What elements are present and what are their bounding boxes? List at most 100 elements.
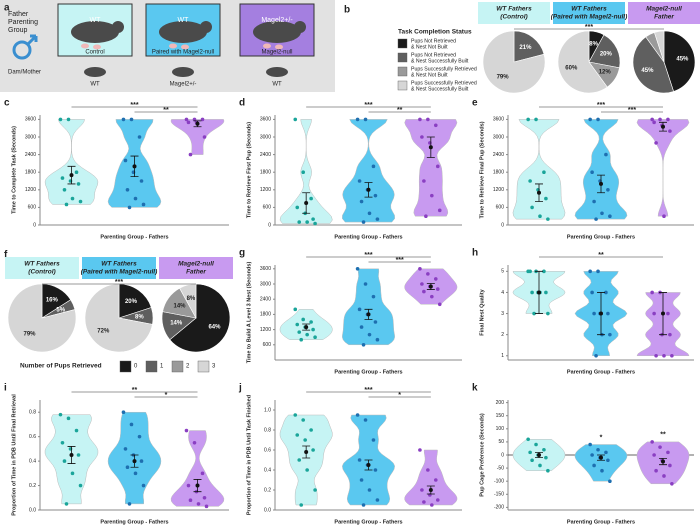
y-axis-label: Pup Cage Preference (Seconds) <box>479 413 485 497</box>
data-point <box>357 179 362 183</box>
y-tick-label: 0.6 <box>29 434 36 440</box>
slice-label: 45% <box>676 57 689 63</box>
x-axis-label: Parenting Group - Fathers <box>567 234 635 240</box>
significance: * <box>165 392 168 399</box>
data-point <box>658 117 662 122</box>
panel-letter: i <box>4 383 7 394</box>
data-point <box>78 199 83 204</box>
data-point <box>66 117 71 122</box>
y-tick-label: 0.8 <box>264 427 271 433</box>
violin <box>279 414 333 506</box>
data-point <box>594 353 598 358</box>
data-point <box>62 459 67 463</box>
data-point <box>426 468 430 472</box>
pie-slice <box>169 283 231 353</box>
data-point <box>200 471 205 476</box>
caption: Control <box>85 50 104 56</box>
data-point <box>544 196 548 201</box>
x-axis-label: Parenting Group - Fathers <box>100 519 168 525</box>
slice-label: 5% <box>56 307 65 313</box>
data-point <box>137 434 142 439</box>
slice-label: 14% <box>170 321 183 327</box>
data-point <box>430 503 434 507</box>
data-point <box>604 290 608 295</box>
data-point <box>200 117 205 122</box>
y-tick-label: 0 <box>501 452 504 458</box>
data-point <box>590 290 594 295</box>
data-point <box>363 117 368 122</box>
legend-label: & Nest Not Built <box>411 44 448 50</box>
data-point <box>357 307 362 312</box>
significance: *** <box>130 102 138 109</box>
panel-letter: j <box>238 383 242 394</box>
data-point <box>371 294 376 299</box>
y-tick-label: 0 <box>268 222 271 228</box>
mean-point <box>366 312 371 317</box>
data-point <box>188 152 193 157</box>
data-point <box>532 311 536 316</box>
data-point <box>430 294 434 299</box>
data-point <box>662 474 666 478</box>
legend-swatch <box>397 52 408 63</box>
y-tick-label: 0.0 <box>264 507 271 513</box>
data-point <box>606 188 610 192</box>
data-point <box>608 332 612 337</box>
data-point <box>418 267 422 271</box>
data-point <box>592 199 596 204</box>
y-tick-label: 600 <box>496 205 505 211</box>
data-point <box>546 468 550 473</box>
pie-slice <box>7 283 77 353</box>
data-point <box>125 188 130 192</box>
data-point <box>313 488 317 492</box>
y-tick-label: 200 <box>496 400 505 406</box>
data-point <box>309 196 313 201</box>
data-point <box>528 450 532 455</box>
data-point <box>363 418 368 422</box>
data-point <box>426 117 430 122</box>
data-point <box>590 170 594 174</box>
data-point <box>534 117 538 122</box>
mean-point <box>69 453 74 457</box>
panel-letter: e <box>472 98 478 109</box>
data-point <box>433 123 438 128</box>
data-point <box>355 267 360 271</box>
y-tick-label: 3600 <box>260 266 271 272</box>
y-tick-label: 150 <box>496 413 505 419</box>
data-point <box>355 413 360 417</box>
data-point <box>373 193 378 198</box>
data-point <box>668 129 672 133</box>
pie-header <box>159 257 233 279</box>
mean-point <box>599 455 603 460</box>
data-point <box>133 471 138 476</box>
slice-label: 79% <box>23 332 36 338</box>
y-tick-label: 1 <box>501 353 504 359</box>
data-point <box>363 282 368 286</box>
data-point <box>596 117 600 122</box>
y-tick-label: 1200 <box>493 187 504 193</box>
data-point <box>58 412 63 417</box>
significance: *** <box>364 102 372 109</box>
panel-letter: g <box>239 248 245 259</box>
y-tick-label: 2400 <box>260 297 271 303</box>
violin <box>404 449 458 506</box>
y-tick-label: 600 <box>28 205 37 211</box>
significance: * <box>600 434 603 441</box>
y-axis-label: Proportion of Time in PDB Until Final Re… <box>11 394 17 516</box>
pie-title: (Control) <box>28 269 55 276</box>
data-point <box>544 290 548 295</box>
data-point <box>299 337 304 342</box>
data-point <box>184 428 189 433</box>
violin <box>279 119 333 224</box>
data-point <box>127 502 132 506</box>
y-tick-label: 3000 <box>493 134 504 140</box>
y-tick-label: 3600 <box>25 117 36 123</box>
legend-swatch <box>171 360 184 373</box>
caption: Paired with Magel2-null <box>152 50 214 56</box>
y-tick-label: 3600 <box>493 117 504 123</box>
mean-point <box>537 290 541 295</box>
pie-title: (Control) <box>500 14 527 21</box>
slice-label: 20% <box>125 299 138 305</box>
dam-genotype: WT <box>90 82 100 88</box>
y-tick-label: 1200 <box>260 187 271 193</box>
data-point <box>538 214 542 218</box>
